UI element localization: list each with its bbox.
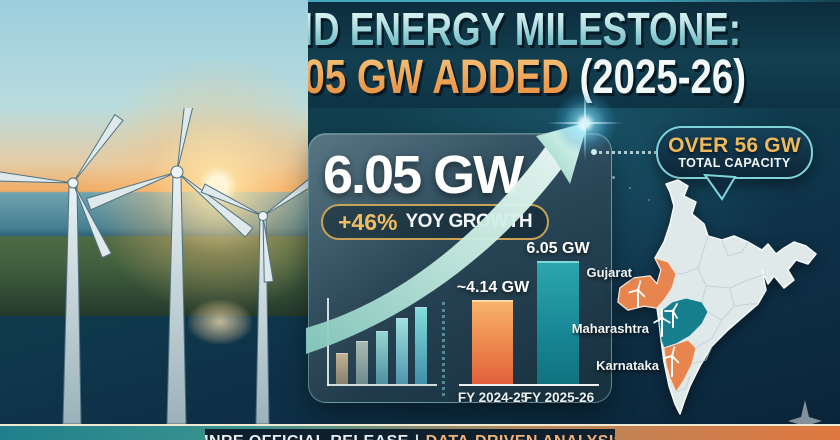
- arrow-tip-sparkle-icon: [547, 85, 623, 161]
- bubble-tail: [702, 173, 737, 201]
- footer-text: MNRE OFFICIAL RELEASE|DATA-DRIVEN ANALYS…: [205, 430, 615, 440]
- bg-dot: [629, 187, 631, 189]
- bar-value-fy2024: ~4.14 GW: [456, 279, 530, 296]
- dotted-separator: [442, 302, 445, 396]
- bg-dot: [612, 176, 615, 179]
- connector-dot: [591, 149, 597, 155]
- total-capacity-label: TOTAL CAPACITY: [678, 155, 791, 170]
- turbine-1: [0, 113, 124, 424]
- label-karnataka: Karnataka: [596, 358, 659, 373]
- map-turbine-maharashtra-1: [653, 308, 671, 337]
- growth-percent: +46%: [338, 208, 398, 235]
- total-capacity-value: OVER 56 GW: [668, 133, 801, 157]
- mini-bar-3: [376, 331, 388, 384]
- label-maharashtra: Maharashtra: [571, 321, 649, 336]
- footer-plaque: MNRE OFFICIAL RELEASE|DATA-DRIVEN ANALYS…: [205, 429, 615, 440]
- map-turbine-maharashtra-2: [664, 303, 678, 328]
- mini-chart-x-axis: [327, 384, 437, 386]
- mini-bar-4: [396, 318, 408, 384]
- bar-fy2024-25: [472, 300, 513, 384]
- mini-chart-y-axis: [327, 298, 329, 386]
- footer-tagline: DATA-DRIVEN ANALYSIS: [426, 433, 615, 440]
- growth-badge: +46% YOY GROWTH: [321, 204, 550, 240]
- dotted-connector: [599, 151, 657, 154]
- title-divider: [0, 0, 840, 2]
- label-gujarat: Gujarat: [586, 265, 632, 280]
- sun-reflection: [188, 300, 252, 344]
- map-turbine-karnataka: [662, 346, 680, 377]
- footer-source: MNRE OFFICIAL RELEASE: [205, 433, 409, 440]
- category-fy2025-26: FY 2025-26: [523, 390, 595, 405]
- bar-value-fy2025: 6.05 GW: [526, 240, 590, 257]
- bg-dot: [648, 199, 650, 201]
- mini-bar-1: [336, 353, 348, 384]
- total-capacity-bubble: OVER 56 GW TOTAL CAPACITY: [656, 126, 813, 179]
- mini-bar-5: [415, 307, 427, 384]
- mini-bar-2: [356, 341, 368, 384]
- map-turbine-gujarat: [628, 280, 646, 308]
- stat-card: 6.05 GW +46% YOY GROWTH ~4.14 GW 6.05 GW…: [308, 133, 612, 405]
- headline-value: 6.05 GW: [323, 145, 524, 205]
- wind-farm-photo: [0, 0, 308, 316]
- category-fy2024-25: FY 2024-25: [457, 390, 529, 405]
- comparison-baseline: [459, 384, 599, 386]
- india-map: [617, 179, 817, 415]
- footer-separator: |: [409, 433, 426, 440]
- growth-label: YOY GROWTH: [405, 211, 533, 232]
- turbine-3: [200, 173, 308, 424]
- turbine-2: [85, 108, 254, 424]
- sparkle-icon: [788, 400, 822, 440]
- map-turbine-icons: [628, 280, 680, 377]
- wind-turbines-illustration: [0, 108, 308, 424]
- state-gujarat: [617, 257, 677, 311]
